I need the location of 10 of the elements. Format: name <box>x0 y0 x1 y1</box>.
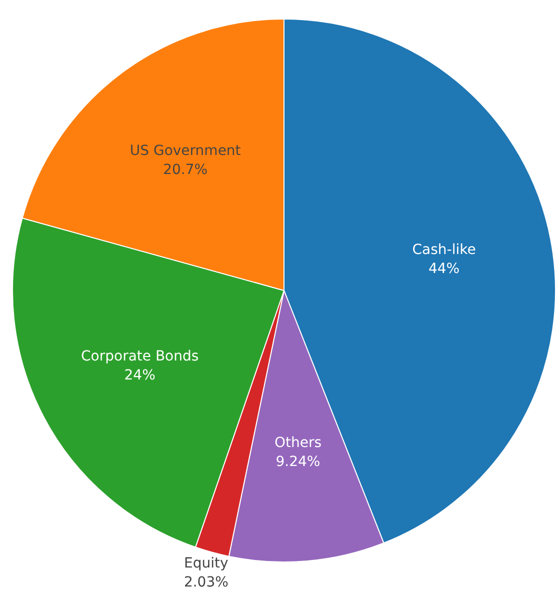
slice-label: Equity <box>184 556 228 572</box>
data-label: 20.7% <box>163 162 208 178</box>
data-label: 44% <box>428 261 460 278</box>
slice-label: Corporate Bonds <box>81 348 199 365</box>
data-label: 9.24% <box>276 454 320 470</box>
slice-label: Others <box>274 434 322 451</box>
data-label: 24% <box>124 368 156 384</box>
slice-label: Cash-like <box>412 242 476 258</box>
slice-label: US Government <box>130 143 242 160</box>
data-label: 2.03% <box>184 574 228 591</box>
